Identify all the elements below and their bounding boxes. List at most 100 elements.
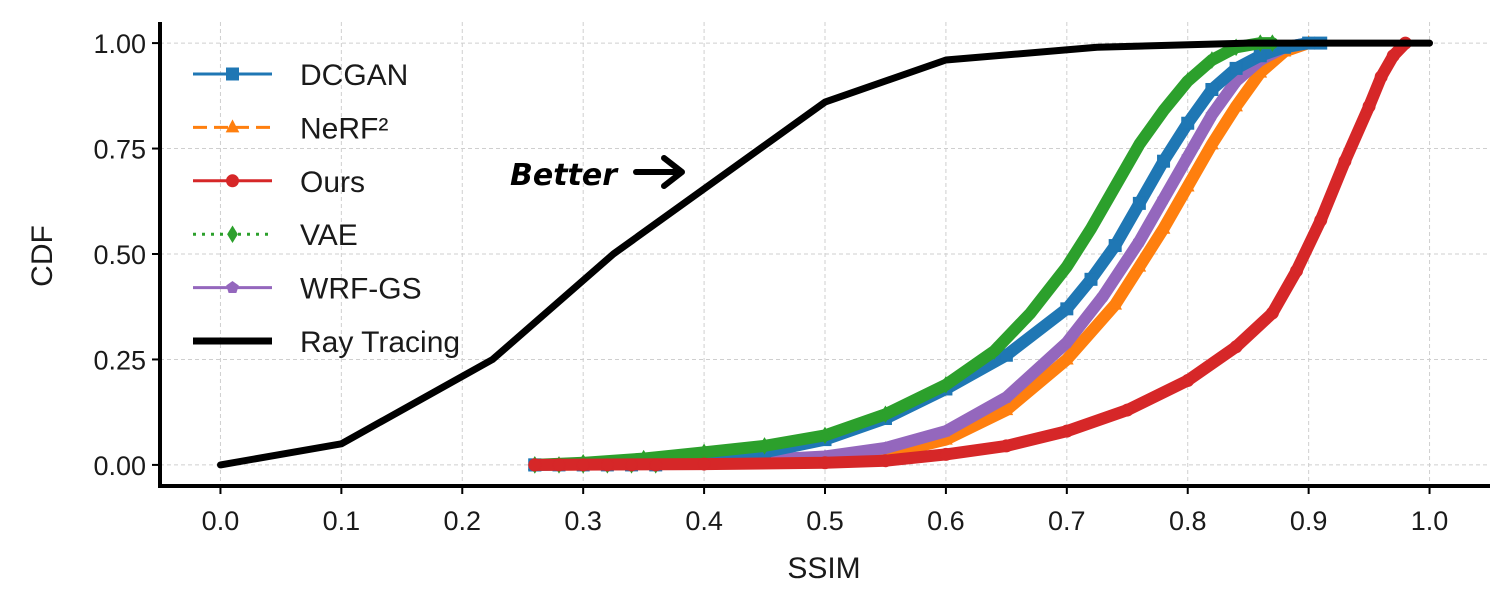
legend-label-wrf-gs: WRF-GS xyxy=(300,273,422,306)
better-annotation: Better xyxy=(510,155,685,193)
data-point-ours xyxy=(697,457,711,471)
data-point-ours xyxy=(1386,49,1400,63)
data-point-ours xyxy=(818,456,832,470)
legend: DCGAN NeRF² Ours VAE WRF-GS Ray Tracing xyxy=(193,59,460,359)
data-point-dcgan xyxy=(1205,82,1219,96)
data-point-vae xyxy=(1158,101,1169,120)
x-axis-title: SSIM xyxy=(787,552,860,585)
data-point-vae xyxy=(819,426,831,445)
x-tick-label: 1.0 xyxy=(1411,506,1449,536)
data-point-ours xyxy=(576,458,590,472)
legend-label-dcgan: DCGAN xyxy=(300,59,408,92)
series-line-wrf-gs xyxy=(528,37,1315,471)
x-tick-label: 0.5 xyxy=(806,506,844,536)
x-tick-label: 0.9 xyxy=(1290,506,1328,536)
right-arrow-icon xyxy=(633,155,685,189)
data-point-dcgan xyxy=(1108,239,1122,253)
tick-labels: 0.0 0.1 0.2 0.3 0.4 0.5 0.6 0.7 0.8 0.9 1.0 0.00 0.2… xyxy=(93,29,1448,536)
data-point-vae xyxy=(988,342,1000,360)
data-point-nerf xyxy=(1132,258,1147,272)
data-point-wrf-gs xyxy=(1000,390,1013,403)
data-point-ours xyxy=(649,458,663,472)
legend-label-nerf: NeRF² xyxy=(300,112,388,145)
data-point-ours xyxy=(1265,306,1279,320)
legend-label-vae: VAE xyxy=(300,219,358,252)
data-point-nerf xyxy=(1205,136,1219,150)
data-point-nerf xyxy=(1253,64,1268,78)
x-tick-label: 0.8 xyxy=(1169,506,1207,536)
y-tick-label: 0.00 xyxy=(93,451,146,481)
legend-item-wrf-gs: WRF-GS xyxy=(193,273,422,306)
data-point-ours xyxy=(1060,424,1074,438)
data-point-vae xyxy=(940,376,952,394)
data-point-vae xyxy=(1133,135,1145,154)
series-ray-tracing xyxy=(217,39,1433,469)
data-point-ours xyxy=(1290,264,1304,278)
y-tick-label: 1.00 xyxy=(93,29,146,59)
data-point-wrf-gs xyxy=(1133,234,1146,247)
data-point-vae xyxy=(1025,304,1036,322)
data-point-vae xyxy=(1182,72,1194,90)
data-point-nerf xyxy=(1156,220,1171,234)
data-point-vae xyxy=(1109,177,1121,196)
legend-item-dcgan: DCGAN xyxy=(193,59,408,92)
data-point-nerf xyxy=(1229,98,1243,112)
series-line-vae xyxy=(528,37,1279,471)
legend-marker-vae xyxy=(227,225,238,243)
data-point-vae xyxy=(1085,219,1097,238)
x-tick-label: 0.4 xyxy=(685,506,723,536)
data-point-wrf-gs xyxy=(1205,108,1219,121)
series-dcgan xyxy=(528,36,1328,472)
series-line-ray-tracing xyxy=(217,39,1433,469)
data-point-ours xyxy=(999,439,1013,453)
data-point-ours xyxy=(600,458,614,472)
data-point-dcgan xyxy=(1132,196,1146,210)
legend-marker-wrf-gs xyxy=(226,280,239,293)
x-tick-label: 0.0 xyxy=(202,506,240,536)
data-point-ours xyxy=(939,447,953,461)
data-point-dcgan xyxy=(1060,302,1074,316)
data-point-dcgan xyxy=(1181,116,1195,130)
series-ours xyxy=(528,36,1412,472)
data-point-dcgan xyxy=(1229,61,1243,75)
data-point-vae xyxy=(1206,51,1218,69)
x-tick-label: 0.1 xyxy=(323,506,361,536)
data-point-ours xyxy=(1362,99,1376,113)
data-point-dcgan xyxy=(1084,272,1098,286)
y-tick-label: 0.50 xyxy=(93,240,146,270)
data-point-wrf-gs xyxy=(1096,289,1110,302)
data-point-nerf xyxy=(1059,351,1074,365)
x-tick-label: 0.6 xyxy=(927,506,965,536)
data-point-wrf-gs xyxy=(1060,335,1074,348)
y-tick-label: 0.75 xyxy=(93,135,146,165)
data-point-wrf-gs xyxy=(879,441,892,454)
data-point-ours xyxy=(1314,213,1328,227)
data-point-vae xyxy=(759,437,770,455)
x-tick-label: 0.7 xyxy=(1048,506,1086,536)
data-point-vae xyxy=(880,405,891,424)
legend-label-ours: Ours xyxy=(300,166,365,199)
x-tick-label: 0.2 xyxy=(443,506,481,536)
data-point-ours xyxy=(1374,70,1388,84)
data-point-ours xyxy=(1338,154,1352,168)
data-point-wrf-gs xyxy=(939,424,953,437)
data-point-nerf xyxy=(1180,178,1195,192)
legend-item-vae: VAE xyxy=(193,219,358,252)
x-tick-label: 0.3 xyxy=(564,506,602,536)
data-point-ours xyxy=(625,458,639,472)
y-axis-title: CDF xyxy=(26,225,59,287)
legend-marker-nerf xyxy=(225,119,240,133)
data-point-wrf-gs xyxy=(1181,150,1194,163)
annotation-better-text: Better xyxy=(510,158,619,193)
data-point-ours xyxy=(1120,403,1134,417)
data-point-ours xyxy=(528,458,542,472)
legend-item-ours: Ours xyxy=(193,166,365,199)
data-point-ours xyxy=(1229,340,1243,354)
y-tick-label: 0.25 xyxy=(93,345,146,375)
series-layer xyxy=(217,34,1433,474)
data-point-nerf xyxy=(939,431,953,445)
data-point-nerf xyxy=(999,402,1014,416)
legend-item-nerf: NeRF² xyxy=(193,112,388,145)
legend-marker-dcgan xyxy=(226,67,239,81)
